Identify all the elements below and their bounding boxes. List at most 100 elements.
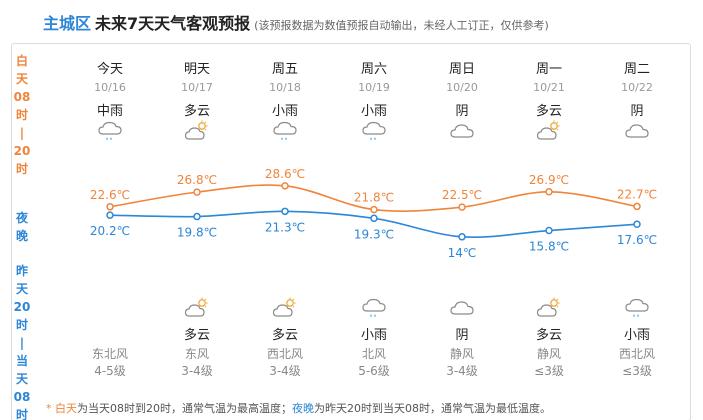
day-name: 周五 (271, 62, 298, 77)
partly-cloudy-icon (536, 120, 562, 142)
wind-direction: 东风 (184, 347, 209, 361)
partly-cloudy-icon (184, 120, 210, 142)
footer-night-key: 夜晚 (292, 402, 314, 415)
day-temp-point[interactable] (545, 188, 553, 196)
night-weather-label: 多云 (271, 328, 298, 343)
night-temp-point[interactable] (106, 211, 114, 219)
day-weather-label: 小雨 (360, 104, 387, 119)
night-temp-point[interactable] (193, 212, 201, 221)
footer-note: * 白天为当天08时到20时，通常气温为最高温度；夜晚为昨天20时到当天08时，… (46, 402, 551, 415)
wind-level: 3-4级 (446, 364, 478, 378)
night-temp-label: 14℃ (448, 246, 477, 260)
night-weather-label: 小雨 (623, 328, 650, 343)
day-date: 10/22 (621, 81, 653, 94)
day-date: 10/18 (269, 81, 301, 94)
day-date: 10/16 (94, 81, 126, 94)
day-date: 10/21 (533, 81, 565, 94)
night-weather-label: 多云 (535, 328, 562, 343)
day-temp-point[interactable] (370, 205, 378, 214)
night-temp-point[interactable] (458, 233, 466, 241)
rain-icon (97, 120, 123, 142)
header: 主城区 未来7天天气客观预报 (该预报数据为数值预报自动输出，未经人工订正，仅供参考… (43, 10, 549, 33)
day-temp-point[interactable] (633, 202, 641, 211)
night-temp-label: 19.8℃ (177, 226, 217, 240)
night-temp-point[interactable] (281, 207, 289, 216)
forecast-frame (11, 43, 691, 420)
wind-direction: 静风 (449, 347, 474, 361)
day-name: 明天 (183, 62, 210, 77)
wind-level: 3-4级 (181, 364, 213, 378)
day-temp-label: 26.9℃ (529, 173, 569, 187)
day-name: 周一 (535, 62, 562, 77)
wind-level: 4-5级 (94, 364, 126, 378)
forecast-disclaimer: (该预报数据为数值预报自动输出，未经人工订正，仅供参考) (254, 19, 549, 32)
day-temp-point[interactable] (106, 203, 114, 211)
wind-info: 静风 3-4级 (422, 346, 502, 380)
overcast-icon (449, 297, 475, 319)
day-temp-label: 22.6℃ (90, 188, 130, 202)
night-temp-point[interactable] (633, 220, 641, 228)
night-weather-label: 小雨 (360, 328, 387, 343)
page-title: 未来7天天气客观预报 (95, 14, 251, 33)
rain-icon (272, 120, 298, 142)
wind-level: ≤3级 (534, 364, 564, 378)
day-date: 10/17 (181, 81, 213, 94)
night-temp-label: 19.3℃ (354, 227, 394, 241)
night-temp-point[interactable] (545, 226, 553, 235)
wind-info: 静风 ≤3级 (509, 346, 589, 380)
night-temp-label: 20.2℃ (90, 224, 130, 238)
wind-direction: 西北风 (266, 347, 303, 361)
night-temp-label: 21.3℃ (265, 220, 305, 234)
partly-cloudy-icon (272, 297, 298, 319)
day-temp-label: 26.8℃ (177, 173, 217, 187)
wind-direction: 东北风 (91, 347, 128, 361)
rain-icon (624, 297, 650, 319)
day-weather-label: 小雨 (271, 104, 298, 119)
day-weather-label: 多云 (183, 104, 210, 119)
day-weather-label: 多云 (535, 104, 562, 119)
day-temp-point[interactable] (193, 188, 201, 196)
night-temp-point[interactable] (370, 214, 378, 223)
day-temp-label: 28.6℃ (265, 167, 305, 181)
wind-info: 北风 5-6级 (334, 346, 414, 380)
night-temp-label: 15.8℃ (529, 240, 569, 254)
day-temp-label: 22.5℃ (442, 188, 482, 202)
night-temp-label: 17.6℃ (617, 233, 657, 247)
rain-icon (361, 297, 387, 319)
partly-cloudy-icon (184, 297, 210, 319)
footer-day-key: 白天 (55, 402, 77, 415)
wind-info: 东北风 4-5级 (70, 346, 150, 380)
wind-info: 西北风 3-4级 (245, 346, 325, 380)
wind-direction: 北风 (361, 347, 386, 361)
wind-direction: 西北风 (618, 347, 655, 361)
day-weather-label: 中雨 (96, 104, 123, 119)
side-label-day: 白天 08 时 | 20 时 (13, 54, 31, 176)
wind-info: 东风 3-4级 (157, 346, 237, 380)
rain-icon (361, 120, 387, 142)
footer-night-text: 为昨天20时到当天08时，通常气温为最低温度。 (314, 402, 551, 415)
day-date: 10/19 (358, 81, 390, 94)
day-name: 周日 (448, 62, 475, 77)
day-name: 今天 (96, 62, 123, 77)
side-label-yesterday: 昨天 20 时 | 当天 08 时 (13, 264, 31, 420)
day-temp-point[interactable] (281, 182, 289, 190)
region-name[interactable]: 主城区 (43, 14, 92, 33)
night-weather-label: 阴 (455, 328, 469, 343)
footer-day-text: 为当天08时到20时，通常气温为最高温度； (77, 402, 292, 415)
day-temp-label: 22.7℃ (617, 187, 657, 201)
day-date: 10/20 (446, 81, 478, 94)
wind-direction: 静风 (536, 347, 561, 361)
night-weather-label: 多云 (183, 328, 210, 343)
side-label-night: 夜晚 (15, 211, 28, 243)
wind-info: 西北风 ≤3级 (597, 346, 677, 380)
overcast-icon (624, 120, 650, 142)
wind-level: ≤3级 (622, 364, 652, 378)
day-weather-label: 阴 (630, 104, 644, 119)
day-temp-point[interactable] (458, 203, 466, 211)
day-temp-label: 21.8℃ (354, 191, 394, 205)
wind-level: 5-6级 (358, 364, 390, 378)
day-name: 周六 (360, 62, 387, 77)
partly-cloudy-icon (536, 297, 562, 319)
